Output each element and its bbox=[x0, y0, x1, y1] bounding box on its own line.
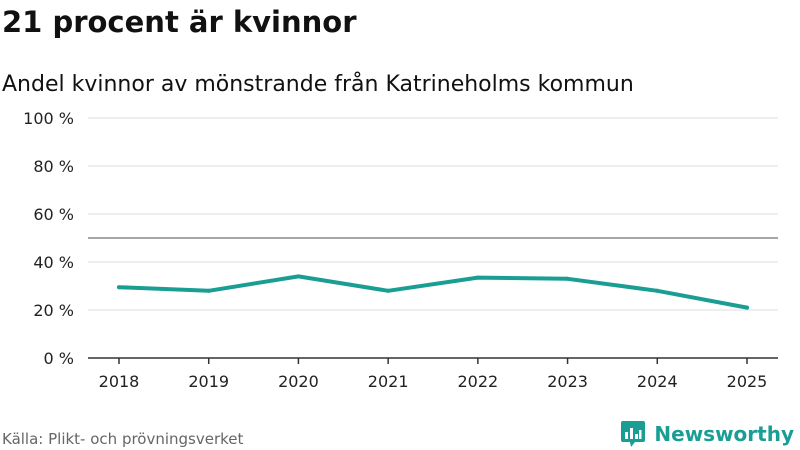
chart-title: 21 procent är kvinnor bbox=[2, 5, 357, 39]
y-tick-label-0: 0 % bbox=[44, 349, 74, 368]
chart-subtitle: Andel kvinnor av mönstrande från Katrine… bbox=[2, 72, 634, 97]
y-tick-label-60: 60 % bbox=[33, 205, 74, 224]
newsworthy-logo-icon bbox=[621, 421, 646, 447]
y-axis-labels: 0 % 20 % 40 % 60 % 80 % 100 % bbox=[23, 109, 74, 368]
x-tick-label-2018: 2018 bbox=[99, 372, 140, 391]
data-point-2021 bbox=[386, 288, 391, 293]
y-tick-label-40: 40 % bbox=[33, 253, 74, 272]
data-point-2022 bbox=[475, 275, 480, 280]
x-tick-label-2023: 2023 bbox=[547, 372, 588, 391]
source-note: Källa: Plikt- och prövningsverket bbox=[2, 430, 244, 448]
x-tick-label-2024: 2024 bbox=[637, 372, 678, 391]
data-series bbox=[117, 274, 749, 310]
line-chart: 0 % 20 % 40 % 60 % 80 % 100 % 2018 2019 2020 202… bbox=[23, 109, 778, 391]
data-point-2019 bbox=[206, 288, 211, 293]
brand-name: Newsworthy bbox=[654, 422, 794, 446]
x-tick-label-2019: 2019 bbox=[188, 372, 229, 391]
data-point-2024 bbox=[655, 288, 660, 293]
x-tick-label-2025: 2025 bbox=[727, 372, 768, 391]
x-tick-label-2021: 2021 bbox=[368, 372, 409, 391]
data-point-2018 bbox=[117, 285, 121, 290]
x-tick-label-2022: 2022 bbox=[457, 372, 498, 391]
data-point-2020 bbox=[296, 274, 301, 279]
x-axis-labels: 2018 2019 2020 2021 2022 2023 2024 2025 bbox=[99, 372, 768, 391]
x-tick-label-2020: 2020 bbox=[278, 372, 319, 391]
brand-logo: Newsworthy bbox=[620, 420, 794, 448]
x-axis bbox=[88, 357, 778, 364]
data-point-2023 bbox=[565, 276, 570, 281]
y-tick-label-80: 80 % bbox=[33, 157, 74, 176]
y-tick-label-100: 100 % bbox=[23, 109, 74, 128]
grid-lines bbox=[88, 117, 778, 311]
y-tick-label-20: 20 % bbox=[33, 301, 74, 320]
series-line-0 bbox=[117, 274, 749, 310]
data-point-2025 bbox=[745, 305, 749, 310]
